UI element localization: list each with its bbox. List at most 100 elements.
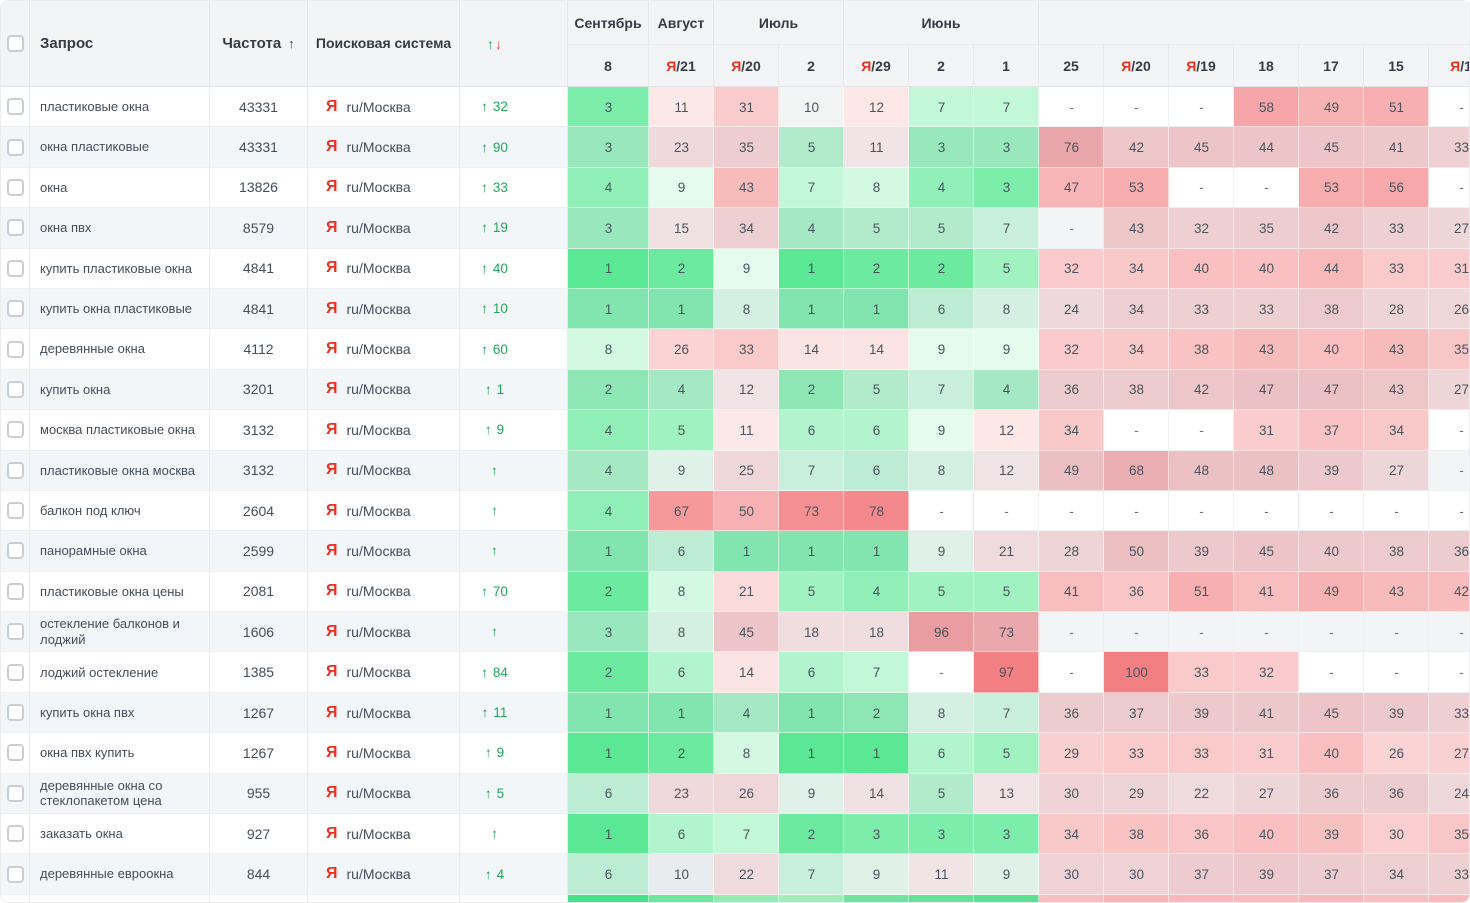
position-cell: - — [1104, 410, 1169, 451]
frequency-cell: 2081 — [210, 571, 308, 613]
query-label[interactable]: деревянные евроокна — [40, 866, 174, 882]
row-checkbox[interactable] — [6, 98, 24, 116]
select-all-checkbox[interactable] — [6, 35, 24, 52]
query-label[interactable]: купить окна пластиковые — [40, 300, 193, 316]
query-label[interactable]: купить окна пвх — [40, 704, 135, 720]
position-cell: 1 — [779, 692, 844, 734]
query-label[interactable]: остекление балконов и лоджий — [40, 616, 180, 647]
position-cell: - — [1169, 87, 1234, 128]
query-label[interactable]: купить окна — [40, 381, 111, 397]
frequency-cell: 1606 — [210, 612, 308, 653]
date-label: /21 — [676, 57, 696, 74]
search-engine-label: ru/Москва — [346, 704, 411, 721]
position-cell: 49 — [1039, 450, 1104, 491]
row-checkbox[interactable] — [6, 623, 24, 641]
query-cell: пластиковые окна москва — [30, 450, 210, 491]
position-cell: 36 — [1039, 692, 1104, 734]
position-cell — [568, 894, 649, 902]
position-cell: - — [1429, 652, 1469, 693]
query-label[interactable]: окна пвх — [40, 220, 92, 236]
row-checkbox[interactable] — [6, 865, 24, 883]
frequency-cell: 43331 — [210, 127, 308, 168]
row-checkbox[interactable] — [6, 300, 24, 318]
row-checkbox[interactable] — [6, 178, 24, 196]
row-checkbox[interactable] — [6, 582, 24, 600]
date-column-header: 2 — [779, 45, 844, 87]
row-checkbox[interactable] — [6, 340, 24, 358]
search-engine-label: ru/Москва — [346, 785, 411, 802]
query-label[interactable]: окна — [40, 179, 68, 195]
position-cell: 3 — [909, 814, 974, 855]
up-arrow-icon: ↑ — [484, 381, 492, 397]
position-cell: 43 — [1364, 329, 1429, 370]
position-cell: 6 — [844, 410, 909, 451]
position-cell: 73 — [974, 612, 1039, 653]
position-cell: 33 — [1429, 692, 1469, 734]
search-engine-label: ru/Москва — [346, 542, 411, 559]
change-cell: ↑ 1 — [460, 369, 568, 411]
change-cell: ↑ — [460, 612, 568, 653]
row-checkbox[interactable] — [6, 744, 24, 762]
position-cell: 33 — [1234, 288, 1299, 330]
column-header-change[interactable]: ↑ ↓ — [460, 1, 568, 87]
query-label[interactable]: окна пвх купить — [40, 745, 135, 761]
query-label[interactable]: панорамные окна — [40, 543, 147, 559]
position-cell: 7 — [779, 450, 844, 491]
position-cell: 3 — [568, 208, 649, 249]
query-label[interactable]: пластиковые окна цены — [40, 583, 184, 599]
date-column-header: Я/21 — [649, 45, 714, 87]
query-label[interactable]: пластиковые окна москва — [40, 462, 196, 478]
position-cell: 41 — [1364, 127, 1429, 168]
row-checkbox[interactable] — [6, 502, 24, 520]
date-column-header: Я/29 — [844, 45, 909, 87]
row-checkbox[interactable] — [6, 542, 24, 560]
search-engine-label: ru/Москва — [346, 139, 411, 156]
position-cell: 35 — [1429, 329, 1469, 370]
row-checkbox[interactable] — [6, 259, 24, 277]
query-label[interactable]: деревянные окна — [40, 341, 145, 357]
position-cell: 23 — [649, 127, 714, 168]
position-cell: 30 — [1039, 854, 1104, 895]
row-checkbox[interactable] — [6, 784, 24, 802]
position-cell: 33 — [714, 329, 779, 370]
row-checkbox-cell — [1, 854, 30, 895]
frequency-cell: 3132 — [210, 450, 308, 491]
search-engine-label: ru/Москва — [346, 219, 411, 236]
query-cell: деревянные окна со стеклопакетом цена — [30, 773, 210, 815]
query-cell — [30, 894, 210, 902]
position-cell: 1 — [844, 531, 909, 572]
position-cell: 43 — [714, 167, 779, 209]
row-checkbox[interactable] — [6, 219, 24, 237]
position-cell: 2 — [844, 692, 909, 734]
date-column-header: 17 — [1299, 45, 1364, 87]
row-checkbox[interactable] — [6, 421, 24, 439]
row-checkbox[interactable] — [6, 380, 24, 398]
change-cell: ↑ 11 — [460, 692, 568, 734]
position-cell: 27 — [1429, 733, 1469, 774]
position-cell: 67 — [649, 490, 714, 532]
query-label[interactable]: купить пластиковые окна — [40, 260, 193, 276]
row-checkbox[interactable] — [6, 138, 24, 156]
query-label[interactable]: заказать окна — [40, 826, 123, 842]
row-checkbox[interactable] — [6, 825, 24, 843]
row-checkbox[interactable] — [6, 704, 24, 722]
row-checkbox[interactable] — [6, 663, 24, 681]
query-label[interactable]: москва пластиковые окна — [40, 422, 196, 438]
query-label[interactable]: пластиковые окна — [40, 99, 150, 115]
row-checkbox[interactable] — [6, 461, 24, 479]
position-cell: 47 — [1039, 167, 1104, 209]
position-cell: 33 — [1169, 288, 1234, 330]
query-label[interactable]: лоджий остекление — [40, 664, 159, 680]
position-cell: 8 — [568, 329, 649, 370]
query-label[interactable]: деревянные окна со стеклопакетом цена — [40, 778, 163, 809]
table-row-partial — [1, 894, 1469, 902]
query-label[interactable]: балкон под ключ — [40, 502, 141, 518]
up-arrow-icon: ↑ — [491, 624, 498, 640]
position-cell: 18 — [844, 612, 909, 653]
column-header-frequency[interactable]: Частота ↑ — [210, 1, 308, 87]
query-label[interactable]: окна пластиковые — [40, 139, 150, 155]
position-cell — [909, 894, 974, 902]
